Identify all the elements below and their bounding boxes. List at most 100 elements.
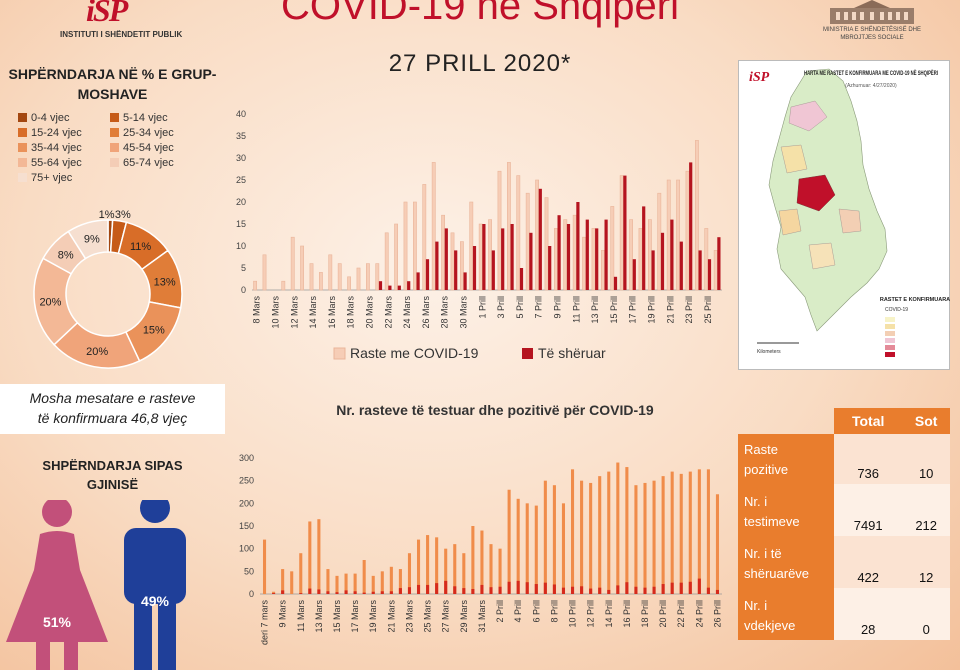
row-label-line1: Nr. i [744,494,768,509]
bar [510,224,514,290]
bar [480,584,484,594]
bar [281,280,286,291]
map-subtitle: (Azhurnuar: 4/27/2020) [845,83,897,89]
bar [450,232,455,291]
legend-swatch [18,128,27,137]
bar [570,586,575,594]
map-region-fier [808,242,836,270]
x-tick-label: 14 Prill [604,600,614,628]
bar [507,489,511,594]
x-tick-label: 20 Prill [658,600,668,628]
daily-cases-recovered-chart: 0 5 10 15 20 25 30 35 40 8 Mars 10 Mars 12 Mars 14 M… [236,109,722,361]
table-corner [738,408,834,434]
bar [469,201,474,291]
age-legend-item: 55-64 vjec [18,157,82,169]
bar [717,237,721,290]
legend-swatch [110,143,119,152]
y-tick-label: 100 [239,544,254,554]
age-legend-item: 5-14 vjec [110,112,168,124]
bar [697,578,701,594]
bar [253,280,257,291]
x-tick-label: 18 Prill [640,600,650,628]
map-region-tirane [796,174,836,212]
bar [463,272,467,290]
bar [688,471,692,594]
y-tick-label: 0 [241,285,246,295]
bar [471,526,475,594]
bar [435,537,439,594]
row-label-line1: Raste [744,442,778,457]
female-figure-icon: 51% [6,500,108,670]
bar [388,285,392,290]
row-label: Nr. i vdekjeve [738,588,834,640]
bar [552,485,556,594]
bar [398,588,402,594]
legend-label: 65-74 vjec [123,157,174,169]
bar [538,188,542,290]
row-today: 212 [902,484,950,536]
donut-slice-label: 1% [99,209,115,221]
x-tick-label: 26 Prill [712,600,722,628]
age-legend-item: 35-44 vjec [18,142,82,154]
bar [516,580,520,594]
map-region-elbasan [838,208,862,234]
row-label: Raste pozitive [738,434,834,484]
bar [281,590,285,594]
donut-slice-label: 15% [143,325,165,337]
row-total: 422 [834,536,903,588]
row-label-line1: Nr. i [744,598,768,613]
age-distribution-title: SHPËRNDARJA NË % E GRUP- MOSHAVE [0,64,225,104]
gender-title-line1: SHPËRNDARJA SIPAS [42,458,183,473]
bar [328,254,333,291]
bar [507,162,511,291]
x-tick-label: 20 Mars [365,296,375,329]
bar [416,584,421,594]
bar [516,498,520,594]
row-today: 12 [902,536,950,588]
bar [435,241,439,290]
bar [589,588,593,594]
bar [651,250,655,290]
legend-label-recovered: Të shëruar [538,345,606,361]
bar [707,259,712,290]
age-title-line1: SHPËRNDARJA NË % E GRUP- [8,66,217,82]
bar [441,214,445,291]
bar [371,591,375,594]
bar [416,539,421,594]
bar [337,263,342,291]
bar [299,553,303,594]
x-tick-label: 9 Prill [553,296,563,319]
bar [607,589,611,594]
bar [335,592,339,594]
y-tick-label: 35 [236,131,246,141]
bar [706,469,710,594]
bar [353,591,357,594]
bar [519,268,524,290]
legend-label: 45-54 vjec [123,142,174,154]
bar [335,575,339,594]
bar [362,592,366,594]
male-percentage: 49% [141,593,170,609]
bar [398,569,402,594]
bar [308,521,312,594]
x-tick-label: 10 Prill [568,600,578,628]
donut-slice-label: 20% [86,346,108,358]
y-tick-label: 30 [236,153,246,163]
mean-age-box: Mosha mesatare e rasteve të konfirmuara … [0,384,225,434]
bar [262,254,267,291]
bar [480,530,484,594]
bar [561,503,566,594]
bar [317,519,321,594]
legend-label: 5-14 vjec [123,112,168,124]
bar [366,263,370,291]
bar [488,219,492,291]
bar [290,236,295,291]
map-region-kavaje [778,208,802,236]
legend-label: 25-34 vjec [123,127,174,139]
bar [422,184,427,291]
bar [698,250,702,290]
bar [344,573,348,594]
bar [543,480,547,594]
bar [715,589,720,594]
y-tick-label: 25 [236,175,246,185]
